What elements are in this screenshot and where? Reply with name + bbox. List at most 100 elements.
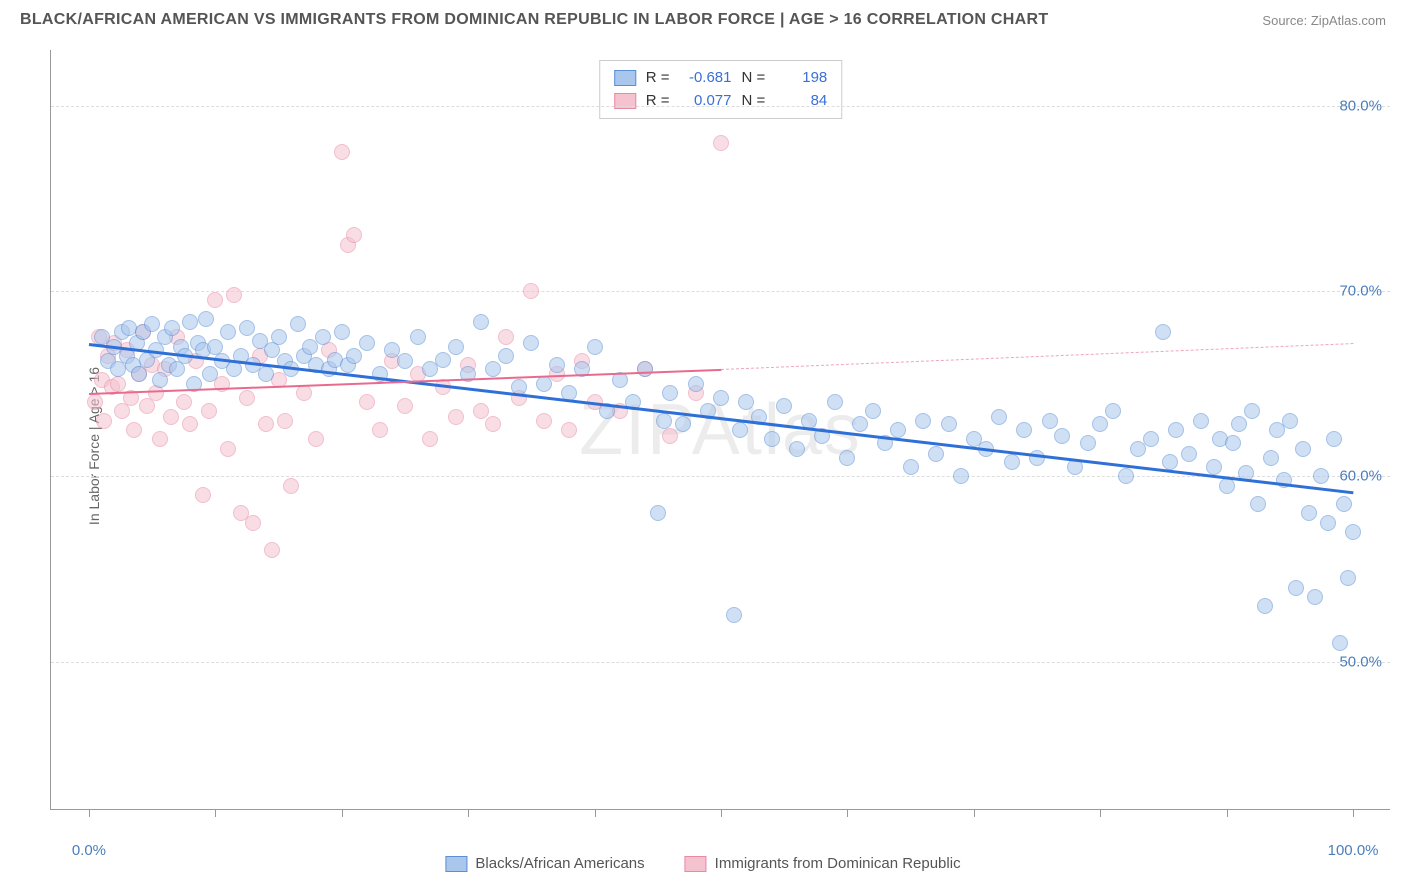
scatter-point-blue — [1092, 416, 1108, 432]
swatch-pink — [685, 856, 707, 872]
scatter-point-blue — [1004, 454, 1020, 470]
scatter-point-blue — [1301, 505, 1317, 521]
scatter-point-blue — [1054, 428, 1070, 444]
scatter-point-blue — [732, 422, 748, 438]
legend-label-pink: Immigrants from Dominican Republic — [715, 855, 961, 872]
x-tick — [1227, 809, 1228, 817]
scatter-point-blue — [928, 446, 944, 462]
scatter-point-pink — [473, 403, 489, 419]
scatter-point-pink — [110, 376, 126, 392]
scatter-point-pink — [96, 413, 112, 429]
legend-item-pink: Immigrants from Dominican Republic — [685, 855, 961, 872]
scatter-point-blue — [1231, 416, 1247, 432]
scatter-point-blue — [915, 413, 931, 429]
scatter-point-pink — [182, 416, 198, 432]
scatter-point-blue — [1332, 635, 1348, 651]
x-tick — [215, 809, 216, 817]
scatter-point-blue — [1340, 570, 1356, 586]
scatter-point-blue — [1143, 431, 1159, 447]
x-tick — [89, 809, 90, 817]
scatter-point-blue — [1225, 435, 1241, 451]
y-tick-label: 80.0% — [1339, 97, 1382, 114]
gridline — [51, 291, 1390, 292]
scatter-point-blue — [688, 376, 704, 392]
scatter-point-pink — [308, 431, 324, 447]
scatter-point-blue — [536, 376, 552, 392]
scatter-point-blue — [1080, 435, 1096, 451]
scatter-point-pink — [195, 487, 211, 503]
scatter-point-blue — [1162, 454, 1178, 470]
x-tick — [1100, 809, 1101, 817]
scatter-point-blue — [435, 352, 451, 368]
r-value-pink: 0.077 — [680, 90, 732, 113]
scatter-point-pink — [397, 398, 413, 414]
scatter-point-blue — [650, 505, 666, 521]
trend-line — [721, 343, 1353, 370]
legend-item-blue: Blacks/African Americans — [445, 855, 644, 872]
y-tick-label: 60.0% — [1339, 468, 1382, 485]
scatter-point-blue — [713, 390, 729, 406]
swatch-blue — [445, 856, 467, 872]
title-bar: BLACK/AFRICAN AMERICAN VS IMMIGRANTS FRO… — [0, 0, 1406, 40]
scatter-point-pink — [283, 478, 299, 494]
scatter-point-pink — [152, 431, 168, 447]
n-label: N = — [742, 67, 766, 90]
scatter-point-blue — [1295, 441, 1311, 457]
scatter-point-blue — [182, 314, 198, 330]
n-value-blue: 198 — [775, 67, 827, 90]
x-tick — [468, 809, 469, 817]
scatter-point-blue — [1263, 450, 1279, 466]
scatter-point-pink — [239, 390, 255, 406]
scatter-point-blue — [1105, 403, 1121, 419]
scatter-point-blue — [202, 366, 218, 382]
x-tick — [974, 809, 975, 817]
scatter-point-pink — [220, 441, 236, 457]
source-attribution: Source: ZipAtlas.com — [1262, 13, 1386, 28]
scatter-point-blue — [852, 416, 868, 432]
scatter-point-blue — [738, 394, 754, 410]
scatter-point-pink — [277, 413, 293, 429]
scatter-point-blue — [397, 353, 413, 369]
scatter-point-pink — [258, 416, 274, 432]
gridline — [51, 662, 1390, 663]
scatter-point-blue — [1244, 403, 1260, 419]
scatter-point-pink — [359, 394, 375, 410]
scatter-point-pink — [163, 409, 179, 425]
scatter-point-blue — [890, 422, 906, 438]
scatter-point-blue — [1250, 496, 1266, 512]
scatter-point-blue — [656, 413, 672, 429]
scatter-point-blue — [346, 348, 362, 364]
scatter-point-blue — [1313, 468, 1329, 484]
scatter-point-blue — [827, 394, 843, 410]
y-tick-label: 50.0% — [1339, 653, 1382, 670]
scatter-point-pink — [448, 409, 464, 425]
y-tick-label: 70.0% — [1339, 282, 1382, 299]
scatter-point-blue — [523, 335, 539, 351]
scatter-point-blue — [198, 311, 214, 327]
scatter-point-blue — [1345, 524, 1361, 540]
scatter-point-pink — [498, 329, 514, 345]
x-tick — [1353, 809, 1354, 817]
scatter-point-blue — [637, 361, 653, 377]
scatter-point-pink — [226, 287, 242, 303]
scatter-point-blue — [953, 468, 969, 484]
scatter-point-blue — [220, 324, 236, 340]
x-tick — [595, 809, 596, 817]
scatter-point-blue — [1155, 324, 1171, 340]
scatter-point-pink — [126, 422, 142, 438]
scatter-point-blue — [865, 403, 881, 419]
scatter-point-blue — [1282, 413, 1298, 429]
scatter-point-blue — [1307, 589, 1323, 605]
scatter-point-blue — [334, 324, 350, 340]
n-label: N = — [742, 90, 766, 113]
scatter-point-blue — [315, 329, 331, 345]
scatter-point-pink — [296, 385, 312, 401]
scatter-point-pink — [372, 422, 388, 438]
scatter-point-blue — [991, 409, 1007, 425]
r-value-blue: -0.681 — [680, 67, 732, 90]
scatter-point-pink — [207, 292, 223, 308]
scatter-point-blue — [549, 357, 565, 373]
scatter-point-blue — [1288, 580, 1304, 596]
scatter-point-pink — [523, 283, 539, 299]
scatter-point-blue — [290, 316, 306, 332]
